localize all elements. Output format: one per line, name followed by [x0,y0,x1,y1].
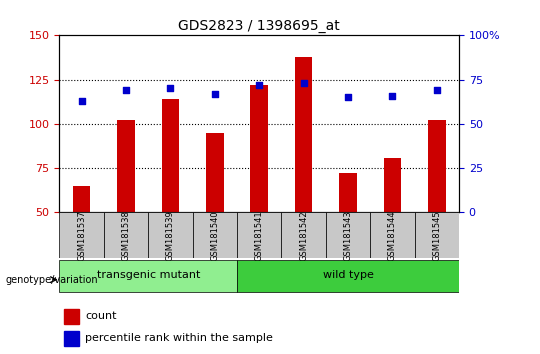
Text: GSM181540: GSM181540 [210,210,219,261]
Point [343,95,352,100]
Text: genotype/variation: genotype/variation [5,275,98,285]
FancyBboxPatch shape [59,212,104,258]
Text: GSM181543: GSM181543 [343,210,353,261]
Point [299,80,308,86]
FancyBboxPatch shape [104,212,148,258]
FancyBboxPatch shape [415,212,459,258]
Bar [428,120,445,212]
Text: transgenic mutant: transgenic mutant [97,270,200,280]
Bar [383,158,401,212]
Point [255,82,264,88]
Bar [339,173,357,212]
Text: GSM181539: GSM181539 [166,210,175,261]
Bar [295,57,313,212]
Text: GSM181542: GSM181542 [299,210,308,261]
Bar [206,133,224,212]
Bar [161,99,179,212]
FancyBboxPatch shape [59,260,237,292]
Text: percentile rank within the sample: percentile rank within the sample [85,333,273,343]
FancyBboxPatch shape [237,260,459,292]
Point [388,93,397,98]
FancyBboxPatch shape [193,212,237,258]
Text: GSM181545: GSM181545 [433,210,441,261]
FancyBboxPatch shape [370,212,415,258]
Bar [251,85,268,212]
FancyBboxPatch shape [326,212,370,258]
Point [77,98,86,104]
Text: GSM181538: GSM181538 [122,210,131,261]
Bar [64,331,79,346]
Text: count: count [85,312,117,321]
Point [122,87,130,93]
Point [211,91,219,97]
Text: GSM181544: GSM181544 [388,210,397,261]
FancyBboxPatch shape [281,212,326,258]
Bar [73,186,91,212]
Text: GSM181541: GSM181541 [255,210,264,261]
Text: wild type: wild type [322,270,374,280]
FancyBboxPatch shape [237,212,281,258]
Title: GDS2823 / 1398695_at: GDS2823 / 1398695_at [178,19,340,33]
Bar [117,120,135,212]
FancyBboxPatch shape [148,212,193,258]
Text: GSM181537: GSM181537 [77,210,86,261]
Bar [64,309,79,324]
Point [433,87,441,93]
Point [166,86,175,91]
